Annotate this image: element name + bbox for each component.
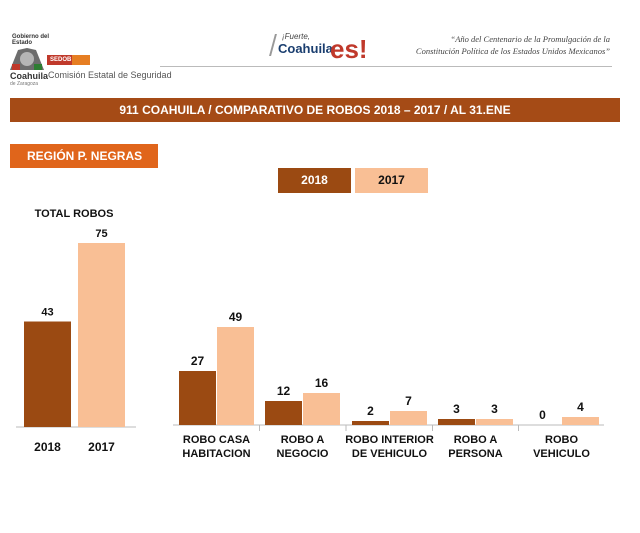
total-bar-2018 [24,321,71,427]
category-tick-label-2-line-0: ROBO INTERIOR [345,434,434,446]
bar-2017-cat-2 [390,411,427,425]
bar-2017-cat-1 [303,393,340,425]
brand-main-text: Coahuila [278,41,333,56]
value-label-2018-cat-4: 0 [539,408,546,422]
category-tick-label-4-line-0: ROBO [545,434,578,446]
bar-2018-cat-2 [352,421,389,425]
category-tick-label-3-line-1: PERSONA [448,448,502,460]
category-tick-label-3-line-0: ROBO A [454,434,498,446]
bar-2017-cat-3 [476,419,513,425]
value-label-2018-cat-2: 2 [367,404,374,418]
header-divider [160,66,612,67]
total-value-label-2017: 75 [95,228,107,240]
total-tick-label-2018: 2018 [34,440,61,454]
report-title-banner: 911 COAHUILA / COMPARATIVO DE ROBOS 2018… [10,98,620,122]
value-label-2017-cat-1: 16 [315,376,329,390]
category-tick-label-2-line-1: DE VEHICULO [352,448,428,460]
gobierno-label: Gobierno del Estado [12,34,50,46]
bar-2018-cat-0 [179,371,216,425]
total-tick-label-2017: 2017 [88,440,115,454]
legend-2017: 2017 [355,168,428,193]
value-label-2017-cat-0: 49 [229,310,243,324]
value-label-2017-cat-2: 7 [405,394,412,408]
sedob-logo-stripe [72,55,90,65]
comision-label: Comisión Estatal de Seguridad [48,70,172,80]
page-header: Gobierno del Estado Coahuila de Zaragoza… [0,0,640,90]
legend-2018: 2018 [278,168,351,193]
category-tick-label-1-line-0: ROBO A [281,434,325,446]
bar-2017-cat-4 [562,417,599,425]
bar-2018-cat-3 [438,419,475,425]
category-tick-label-0-line-1: HABITACION [182,448,250,460]
category-tick-label-0-line-0: ROBO CASA [183,434,250,446]
total-value-label-2018: 43 [41,307,53,319]
fuerte-coahuila-logo: ¡Fuerte, Coahuila es! [269,32,382,66]
coahuila-emblem-icon [10,48,44,70]
value-label-2018-cat-0: 27 [191,354,205,368]
zaragoza-label: de Zaragoza [10,81,39,87]
value-label-2018-cat-3: 3 [453,402,460,416]
total-robos-title: TOTAL ROBOS [35,208,114,220]
category-tick-label-1-line-1: NEGOCIO [277,448,329,460]
category-tick-label-4-line-1: VEHICULO [533,448,590,460]
value-label-2017-cat-3: 3 [491,402,498,416]
brand-small-text: ¡Fuerte, [282,32,311,41]
centenary-quote: “Año del Centenario de la Promulgación d… [415,34,610,56]
region-label: REGIÓN P. NEGRAS [10,144,158,168]
value-label-2017-cat-4: 4 [577,400,584,414]
bar-2017-cat-0 [217,327,254,425]
brand-es-text: es! [330,34,368,64]
value-label-2018-cat-1: 12 [277,384,291,398]
bar-2018-cat-1 [265,401,302,425]
sedob-logo: SEDOB [47,55,75,65]
coahuila-label: Coahuila [10,71,49,81]
total-bar-2017 [78,243,125,427]
